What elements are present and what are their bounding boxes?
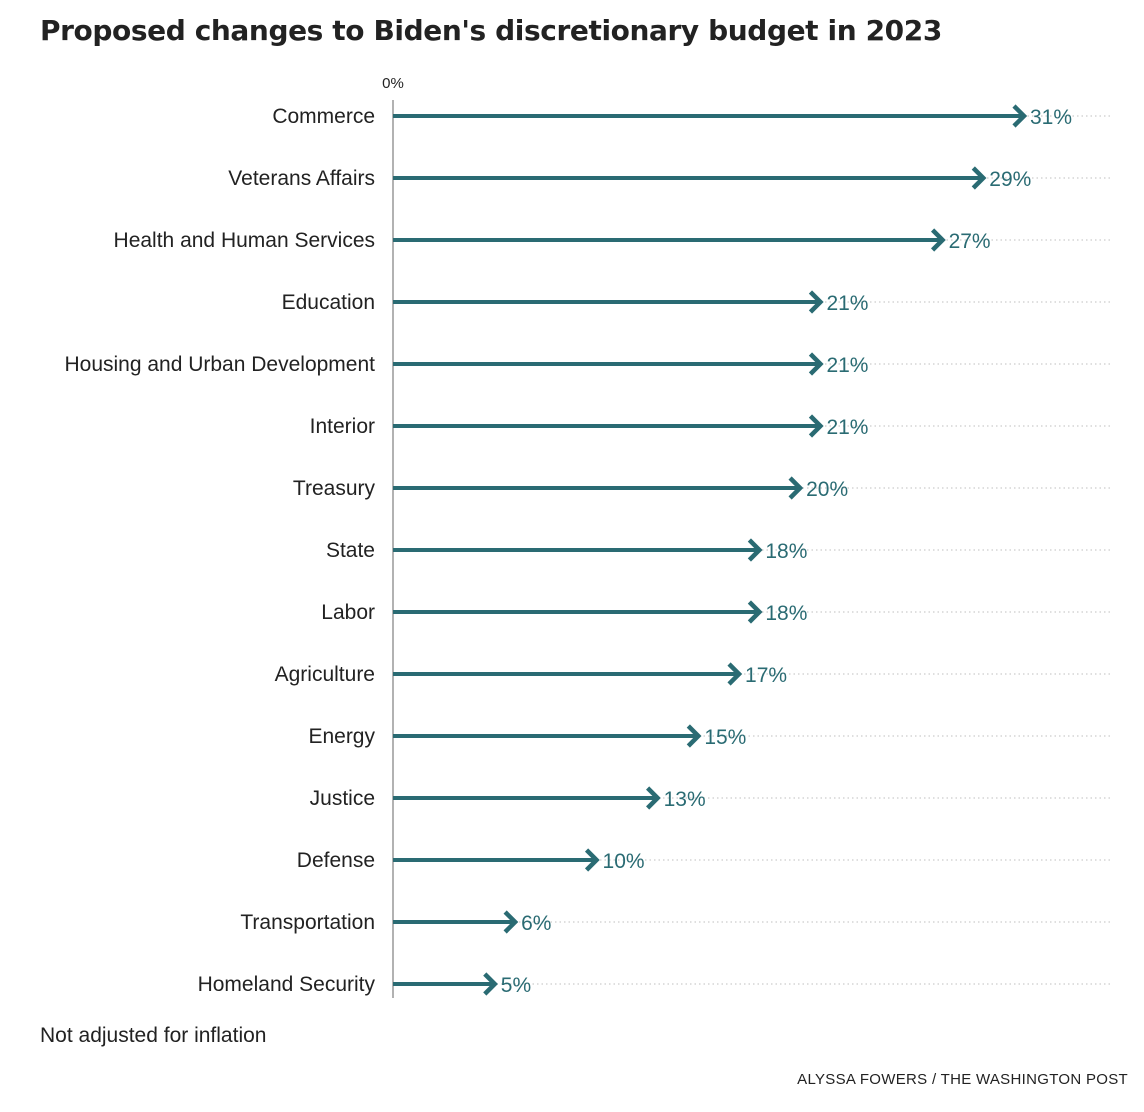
arrow-head (747, 600, 763, 624)
value-label: 31% (1030, 106, 1072, 129)
arrow-head (971, 166, 987, 190)
value-label: 10% (603, 850, 645, 873)
arrow-head (930, 228, 946, 252)
value-label: 5% (501, 974, 531, 997)
value-label: 20% (806, 478, 848, 501)
category-label: Justice (310, 787, 375, 810)
arrow-head (503, 910, 519, 934)
value-label: 29% (989, 168, 1031, 191)
chart-note: Not adjusted for inflation (40, 1024, 267, 1047)
category-label: Defense (297, 849, 375, 872)
category-label: Treasury (293, 477, 376, 500)
value-label: 27% (949, 230, 991, 253)
value-label: 18% (765, 540, 807, 563)
arrow-head (788, 476, 804, 500)
arrow-head (686, 724, 702, 748)
value-label: 21% (826, 416, 868, 439)
arrow-head (808, 352, 824, 376)
category-label: Transportation (240, 911, 375, 934)
chart-credit: ALYSSA FOWERS / THE WASHINGTON POST (797, 1071, 1128, 1088)
category-label: Commerce (272, 105, 375, 128)
arrow-head (483, 972, 498, 996)
arrow-head (808, 414, 824, 438)
category-label: Interior (310, 415, 375, 438)
value-label: 21% (826, 292, 868, 315)
value-label: 15% (704, 726, 746, 749)
arrow-head (808, 290, 824, 314)
arrow-head (1012, 104, 1028, 128)
arrow-head (747, 538, 763, 562)
category-label: Health and Human Services (114, 229, 375, 252)
value-label: 6% (521, 912, 551, 935)
category-label: Agriculture (275, 663, 375, 686)
value-label: 17% (745, 664, 787, 687)
category-label: Energy (308, 725, 375, 748)
category-label: Labor (321, 601, 375, 624)
x-tick-label: 0% (382, 75, 404, 92)
category-label: Homeland Security (198, 973, 376, 996)
category-label: Housing and Urban Development (64, 353, 375, 376)
value-label: 21% (826, 354, 868, 377)
chart-title: Proposed changes to Biden's discretionar… (40, 14, 942, 47)
value-label: 18% (765, 602, 807, 625)
value-label: 13% (664, 788, 706, 811)
arrow-head (584, 848, 600, 872)
category-label: State (326, 539, 375, 562)
category-label: Education (282, 291, 375, 314)
category-label: Veterans Affairs (228, 167, 375, 190)
arrow-head (646, 786, 661, 810)
arrow-head (727, 662, 743, 686)
